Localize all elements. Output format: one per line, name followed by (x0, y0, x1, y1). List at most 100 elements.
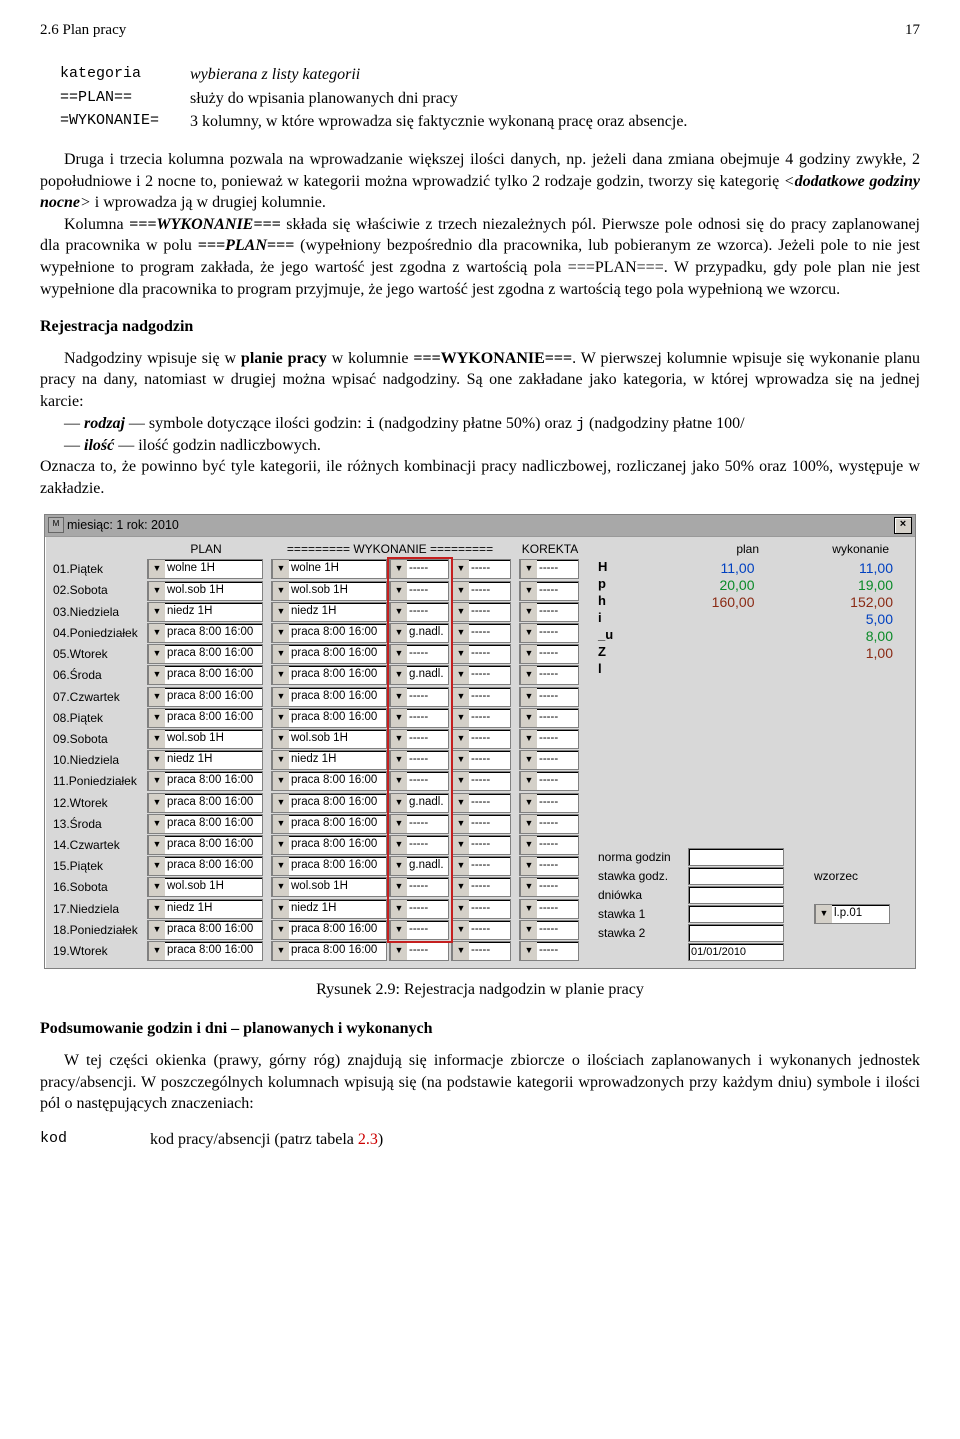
dropdown[interactable]: ▼----- (519, 771, 579, 791)
dropdown[interactable]: ▼----- (519, 835, 579, 855)
dropdown[interactable]: ▼----- (451, 687, 511, 707)
stawka2-input[interactable] (688, 924, 784, 942)
dropdown[interactable]: ▼----- (389, 687, 449, 707)
dropdown[interactable]: ▼niedz 1H (147, 602, 263, 622)
dropdown[interactable]: ▼----- (519, 687, 579, 707)
dropdown[interactable]: ▼praca 8:00 16:00 (147, 835, 263, 855)
dropdown[interactable]: ▼praca 8:00 16:00 (147, 623, 263, 643)
norma-input[interactable] (688, 848, 784, 866)
dropdown[interactable]: ▼----- (451, 729, 511, 749)
dropdown[interactable]: ▼niedz 1H (271, 899, 387, 919)
dropdown[interactable]: ▼----- (389, 814, 449, 834)
dropdown[interactable]: ▼praca 8:00 16:00 (271, 623, 387, 643)
dropdown[interactable]: ▼niedz 1H (271, 602, 387, 622)
close-icon[interactable]: × (894, 517, 912, 534)
dniowka-input[interactable] (688, 886, 784, 904)
dropdown[interactable]: ▼----- (519, 708, 579, 728)
dropdown[interactable]: ▼wol.sob 1H (147, 729, 263, 749)
dropdown[interactable]: ▼----- (389, 708, 449, 728)
dropdown[interactable]: ▼praca 8:00 16:00 (271, 814, 387, 834)
dropdown[interactable]: ▼praca 8:00 16:00 (147, 708, 263, 728)
dropdown[interactable]: ▼----- (519, 665, 579, 685)
dropdown[interactable]: ▼----- (389, 835, 449, 855)
dropdown[interactable]: ▼----- (451, 941, 511, 961)
dropdown[interactable]: ▼praca 8:00 16:00 (271, 793, 387, 813)
dropdown[interactable]: ▼niedz 1H (147, 750, 263, 770)
dropdown[interactable]: ▼----- (519, 941, 579, 961)
dropdown[interactable]: ▼----- (451, 793, 511, 813)
dropdown[interactable]: ▼----- (519, 623, 579, 643)
dropdown[interactable]: ▼----- (389, 920, 449, 940)
dropdown[interactable]: ▼----- (389, 729, 449, 749)
dropdown[interactable]: ▼praca 8:00 16:00 (147, 814, 263, 834)
stawka1-input[interactable] (688, 905, 784, 923)
dropdown[interactable]: ▼----- (389, 644, 449, 664)
dropdown[interactable]: ▼praca 8:00 16:00 (147, 771, 263, 791)
dropdown[interactable]: ▼----- (519, 750, 579, 770)
dropdown[interactable]: ▼----- (451, 665, 511, 685)
wzorzec-combo[interactable]: ▼l.p.01 (814, 904, 890, 924)
dropdown[interactable]: ▼----- (389, 877, 449, 897)
dropdown[interactable]: ▼----- (451, 559, 511, 579)
dropdown[interactable]: ▼praca 8:00 16:00 (271, 687, 387, 707)
dropdown[interactable]: ▼----- (451, 856, 511, 876)
dropdown[interactable]: ▼----- (389, 581, 449, 601)
dropdown[interactable]: ▼niedz 1H (271, 750, 387, 770)
dropdown[interactable]: ▼----- (389, 771, 449, 791)
dropdown[interactable]: ▼----- (389, 559, 449, 579)
dropdown[interactable]: ▼praca 8:00 16:00 (271, 644, 387, 664)
dropdown[interactable]: ▼----- (451, 750, 511, 770)
dropdown[interactable]: ▼praca 8:00 16:00 (147, 665, 263, 685)
dropdown[interactable]: ▼----- (519, 602, 579, 622)
dropdown[interactable]: ▼----- (519, 793, 579, 813)
dropdown[interactable]: ▼praca 8:00 16:00 (147, 687, 263, 707)
dropdown[interactable]: ▼g.nadl. (389, 623, 449, 643)
dropdown[interactable]: ▼----- (519, 581, 579, 601)
dropdown[interactable]: ▼praca 8:00 16:00 (271, 920, 387, 940)
dropdown[interactable]: ▼----- (519, 814, 579, 834)
dropdown[interactable]: ▼----- (519, 559, 579, 579)
dropdown[interactable]: ▼praca 8:00 16:00 (271, 856, 387, 876)
dropdown[interactable]: ▼----- (451, 899, 511, 919)
dropdown[interactable]: ▼----- (519, 899, 579, 919)
dropdown[interactable]: ▼wol.sob 1H (147, 877, 263, 897)
dropdown[interactable]: ▼----- (451, 581, 511, 601)
dropdown[interactable]: ▼g.nadl. (389, 856, 449, 876)
dropdown[interactable]: ▼----- (519, 920, 579, 940)
date-input[interactable]: 01/01/2010 (688, 943, 784, 961)
dropdown[interactable]: ▼----- (451, 602, 511, 622)
dropdown[interactable]: ▼g.nadl. (389, 793, 449, 813)
dropdown[interactable]: ▼praca 8:00 16:00 (147, 941, 263, 961)
dropdown[interactable]: ▼----- (389, 750, 449, 770)
dropdown[interactable]: ▼----- (519, 644, 579, 664)
dropdown[interactable]: ▼wolne 1H (271, 559, 387, 579)
dropdown[interactable]: ▼----- (451, 835, 511, 855)
dropdown[interactable]: ▼----- (389, 899, 449, 919)
dropdown[interactable]: ▼praca 8:00 16:00 (271, 835, 387, 855)
dropdown[interactable]: ▼----- (519, 877, 579, 897)
dropdown[interactable]: ▼----- (451, 920, 511, 940)
dropdown[interactable]: ▼praca 8:00 16:00 (271, 771, 387, 791)
dropdown[interactable]: ▼wolne 1H (147, 559, 263, 579)
dropdown[interactable]: ▼----- (451, 708, 511, 728)
dropdown[interactable]: ▼g.nadl. (389, 665, 449, 685)
dropdown[interactable]: ▼wol.sob 1H (147, 581, 263, 601)
dropdown[interactable]: ▼wol.sob 1H (271, 729, 387, 749)
dropdown[interactable]: ▼praca 8:00 16:00 (271, 708, 387, 728)
dropdown[interactable]: ▼praca 8:00 16:00 (271, 665, 387, 685)
dropdown[interactable]: ▼----- (519, 729, 579, 749)
dropdown[interactable]: ▼----- (389, 602, 449, 622)
dropdown[interactable]: ▼----- (451, 623, 511, 643)
dropdown[interactable]: ▼----- (389, 941, 449, 961)
dropdown[interactable]: ▼praca 8:00 16:00 (147, 644, 263, 664)
dropdown[interactable]: ▼praca 8:00 16:00 (147, 920, 263, 940)
dropdown[interactable]: ▼----- (451, 877, 511, 897)
dropdown[interactable]: ▼niedz 1H (147, 899, 263, 919)
dropdown[interactable]: ▼wol.sob 1H (271, 581, 387, 601)
dropdown[interactable]: ▼----- (451, 814, 511, 834)
dropdown[interactable]: ▼----- (519, 856, 579, 876)
dropdown[interactable]: ▼praca 8:00 16:00 (147, 793, 263, 813)
dropdown[interactable]: ▼wol.sob 1H (271, 877, 387, 897)
dropdown[interactable]: ▼praca 8:00 16:00 (271, 941, 387, 961)
dropdown[interactable]: ▼----- (451, 771, 511, 791)
